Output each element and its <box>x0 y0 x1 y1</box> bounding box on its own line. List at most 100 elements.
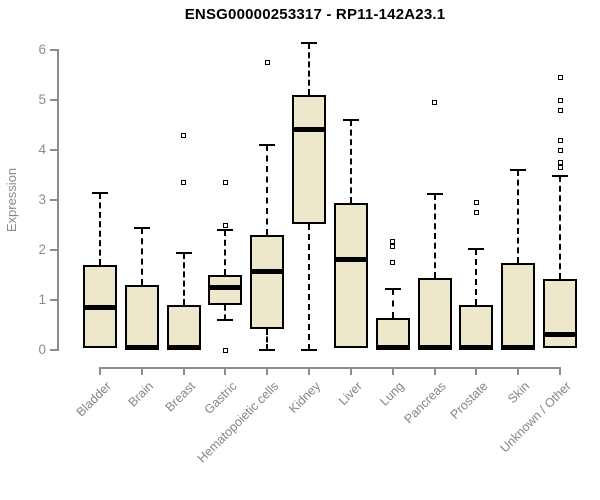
upper-whisker-cap-brain <box>133 226 150 229</box>
upper-whisker-cap-pancreas <box>426 193 443 195</box>
median-line-brain <box>124 344 159 350</box>
y-tick-mark <box>50 199 57 201</box>
lower-whisker-gastric <box>224 305 227 320</box>
x-tick-mark <box>433 368 436 375</box>
y-tick-mark <box>50 249 57 251</box>
box-brain <box>124 285 159 349</box>
median-line-skin <box>501 344 536 350</box>
median-line-lung <box>375 344 410 350</box>
median-line-breast <box>166 344 201 350</box>
y-tick-mark <box>50 99 57 101</box>
upper-whisker-brain <box>140 227 143 285</box>
x-category-label-brain: Brain <box>125 379 156 410</box>
upper-whisker-cap-hematopoietic-cells <box>259 144 276 146</box>
x-tick-mark <box>559 368 561 375</box>
lower-whisker-hematopoietic-cells <box>266 329 269 350</box>
outlier-point-gastric <box>222 347 228 353</box>
x-tick-mark <box>266 368 269 375</box>
upper-whisker-pancreas <box>433 194 436 278</box>
y-tick-label: 4 <box>38 142 46 157</box>
box-pancreas <box>417 277 452 349</box>
x-tick-mark <box>182 368 185 375</box>
outlier-point-hematopoietic-cells <box>264 60 270 65</box>
x-tick-mark <box>99 368 101 375</box>
median-line-hematopoietic-cells <box>250 268 285 274</box>
y-tick-mark <box>50 299 57 301</box>
upper-whisker-breast <box>182 252 185 305</box>
x-category-label-bladder: Bladder <box>73 379 114 420</box>
outlier-point-lung <box>390 260 396 265</box>
lower-whisker-cap-gastric <box>217 319 234 321</box>
outlier-point-lung <box>390 243 396 249</box>
upper-whisker-cap-gastric <box>217 229 234 231</box>
x-category-label-pancreas: Pancreas <box>401 379 449 427</box>
x-category-label-lung: Lung <box>377 379 407 409</box>
x-category-label-prostate: Prostate <box>447 379 491 422</box>
y-tick-label: 0 <box>38 342 46 357</box>
x-category-label-liver: Liver <box>335 379 365 409</box>
outlier-point-breast <box>181 132 187 138</box>
x-category-label-breast: Breast <box>162 379 198 415</box>
upper-whisker-bladder <box>99 192 101 265</box>
outlier-point-pancreas <box>432 100 438 105</box>
upper-whisker-cap-kidney <box>301 41 318 44</box>
outlier-point-unknown-other <box>557 137 563 143</box>
x-tick-mark <box>349 368 352 375</box>
y-tick-label: 2 <box>38 242 46 257</box>
y-tick-label: 3 <box>38 192 46 207</box>
outlier-point-gastric <box>222 222 228 228</box>
box-gastric <box>208 275 243 305</box>
upper-whisker-lung <box>391 289 394 318</box>
outlier-point-unknown-other <box>557 147 563 153</box>
x-tick-mark <box>517 368 520 375</box>
median-line-bladder <box>83 305 117 310</box>
upper-whisker-prostate <box>475 249 478 305</box>
outlier-point-breast <box>181 180 187 185</box>
upper-whisker-skin <box>517 170 520 263</box>
median-line-kidney <box>292 126 327 132</box>
upper-whisker-unknown-other <box>559 176 561 279</box>
x-category-label-hematopoietic-cells: Hematopoietic cells <box>194 379 282 466</box>
median-line-liver <box>333 256 368 262</box>
box-unknown-other <box>543 279 577 348</box>
y-tick-label: 6 <box>38 42 46 57</box>
median-line-unknown-other <box>543 331 577 337</box>
x-category-label-skin: Skin <box>504 379 533 407</box>
x-axis-line <box>99 367 561 369</box>
upper-whisker-cap-lung <box>384 288 401 290</box>
lower-whisker-cap-kidney <box>301 349 318 351</box>
chart-title: ENSG00000253317 - RP11-142A23.1 <box>184 6 446 23</box>
y-tick-mark <box>50 349 57 351</box>
box-prostate <box>459 305 494 349</box>
box-breast <box>166 305 201 349</box>
median-line-pancreas <box>417 344 452 350</box>
x-tick-mark <box>475 368 478 375</box>
upper-whisker-hematopoietic-cells <box>266 145 269 235</box>
y-tick-mark <box>50 149 57 151</box>
upper-whisker-cap-bladder <box>92 191 108 194</box>
x-tick-mark <box>391 368 394 375</box>
y-tick-label: 1 <box>38 292 46 307</box>
outlier-point-prostate <box>473 200 479 205</box>
y-tick-label: 5 <box>38 92 46 107</box>
box-skin <box>501 262 536 349</box>
box-hematopoietic-cells <box>250 235 285 329</box>
y-axis-line <box>57 49 59 351</box>
outlier-point-unknown-other <box>557 75 563 80</box>
outlier-point-unknown-other <box>557 165 563 170</box>
x-tick-mark <box>140 368 143 375</box>
box-liver <box>333 202 368 348</box>
outlier-point-unknown-other <box>557 97 563 103</box>
x-tick-mark <box>308 368 311 375</box>
upper-whisker-cap-skin <box>510 169 527 171</box>
lower-whisker-kidney <box>308 224 311 350</box>
median-line-gastric <box>208 285 243 290</box>
outlier-point-lung <box>390 238 396 244</box>
upper-whisker-cap-unknown-other <box>552 175 568 177</box>
upper-whisker-gastric <box>224 230 227 275</box>
x-tick-mark <box>224 368 227 375</box>
upper-whisker-liver <box>349 120 352 203</box>
outlier-point-gastric <box>222 180 228 185</box>
outlier-point-prostate <box>473 210 479 215</box>
upper-whisker-cap-prostate <box>468 248 485 250</box>
